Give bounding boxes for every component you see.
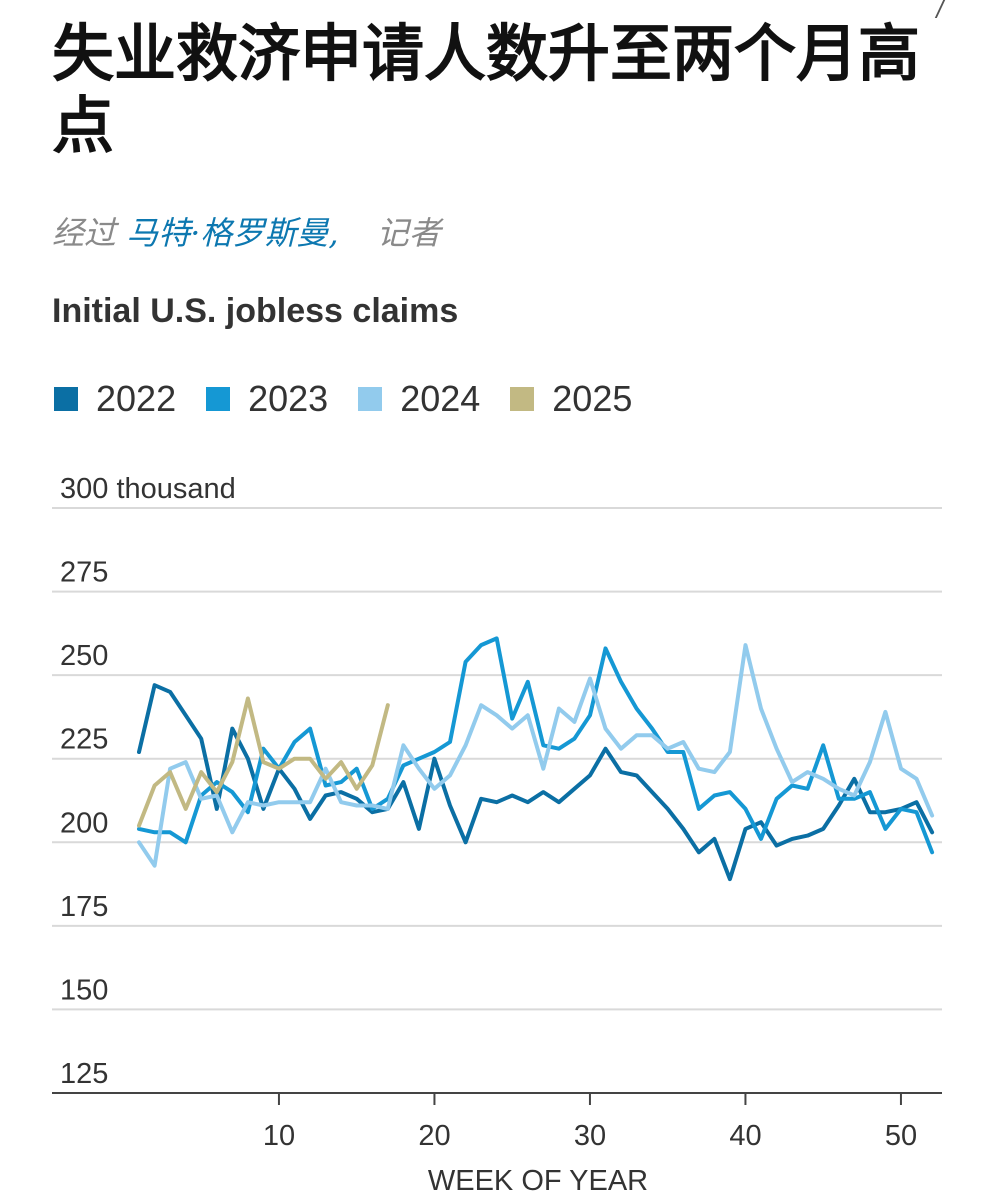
- legend-swatch-2022: [54, 387, 78, 411]
- legend-label-2022: 2022: [96, 378, 177, 419]
- x-tick-label-30: 30: [574, 1120, 606, 1152]
- gridlines: 300 thousand 275 250 225 200 175 150 125: [52, 473, 942, 1090]
- legend-item-2024: 2024: [358, 378, 480, 420]
- x-tick-label-20: 20: [418, 1120, 450, 1152]
- x-tick-label-50: 50: [885, 1120, 917, 1152]
- author-role: 记者: [376, 214, 441, 252]
- y-tick-label-300: 300 thousand: [60, 473, 236, 505]
- x-axis-label: WEEK OF YEAR: [428, 1165, 648, 1197]
- legend-swatch-2025: [510, 387, 535, 411]
- y-tick-label-125: 125: [60, 1058, 108, 1090]
- legend-swatch-2024: [358, 387, 383, 411]
- series-lines: [137, 636, 935, 882]
- chart-legend: 2022 2023 2024 2025: [54, 378, 632, 420]
- headline: 失业救济申请人数升至两个月高点: [52, 17, 921, 162]
- author-link[interactable]: 马特·格罗斯曼,: [126, 214, 339, 252]
- y-tick-label-200: 200: [60, 807, 108, 839]
- legend-swatch-2023: [206, 387, 231, 411]
- y-tick-label-275: 275: [60, 557, 108, 589]
- legend-item-2022: 2022: [54, 378, 176, 420]
- y-tick-label-225: 225: [60, 724, 108, 756]
- legend-item-2025: 2025: [510, 378, 632, 420]
- x-tick-label-40: 40: [729, 1120, 761, 1152]
- legend-label-2025: 2025: [552, 378, 633, 419]
- x-tick-label-10: 10: [263, 1120, 295, 1152]
- series-line-2024: [137, 643, 935, 868]
- axes: 10 20 30 40 50: [52, 1092, 942, 1152]
- byline-prefix: 经过: [52, 214, 117, 252]
- y-tick-label-175: 175: [60, 891, 108, 923]
- legend-label-2024: 2024: [400, 378, 481, 419]
- y-tick-label-150: 150: [60, 974, 108, 1006]
- series-line-2023: [137, 636, 935, 855]
- legend-label-2023: 2023: [248, 378, 329, 419]
- byline: 经过 马特·格罗斯曼, 记者: [52, 208, 441, 254]
- y-tick-label-250: 250: [60, 640, 108, 672]
- legend-item-2023: 2023: [206, 378, 328, 420]
- chart-title: Initial U.S. jobless claims: [52, 292, 459, 330]
- series-line-2022: [137, 683, 935, 882]
- series-line-2025: [137, 696, 390, 828]
